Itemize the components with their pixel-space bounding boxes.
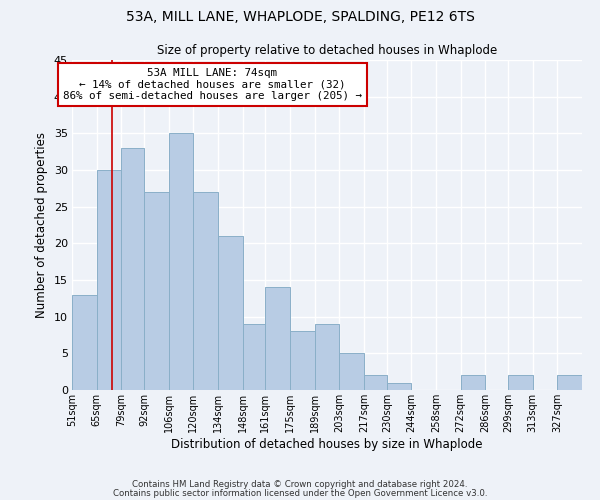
Bar — [508, 376, 533, 390]
Y-axis label: Number of detached properties: Number of detached properties — [35, 132, 48, 318]
Bar — [193, 192, 218, 390]
Bar — [97, 170, 121, 390]
Bar — [218, 236, 242, 390]
Text: Contains HM Land Registry data © Crown copyright and database right 2024.: Contains HM Land Registry data © Crown c… — [132, 480, 468, 489]
X-axis label: Distribution of detached houses by size in Whaplode: Distribution of detached houses by size … — [171, 438, 483, 451]
Bar — [387, 382, 412, 390]
Bar — [265, 288, 290, 390]
Bar — [290, 332, 314, 390]
Bar — [121, 148, 144, 390]
Bar — [144, 192, 169, 390]
Bar — [314, 324, 340, 390]
Bar — [461, 376, 485, 390]
Bar — [169, 134, 193, 390]
Title: Size of property relative to detached houses in Whaplode: Size of property relative to detached ho… — [157, 44, 497, 58]
Text: Contains public sector information licensed under the Open Government Licence v3: Contains public sector information licen… — [113, 489, 487, 498]
Bar — [557, 376, 582, 390]
Bar — [340, 354, 364, 390]
Bar — [72, 294, 97, 390]
Text: 53A, MILL LANE, WHAPLODE, SPALDING, PE12 6TS: 53A, MILL LANE, WHAPLODE, SPALDING, PE12… — [125, 10, 475, 24]
Bar — [242, 324, 265, 390]
Text: 53A MILL LANE: 74sqm
← 14% of detached houses are smaller (32)
86% of semi-detac: 53A MILL LANE: 74sqm ← 14% of detached h… — [63, 68, 362, 102]
Bar — [364, 376, 387, 390]
